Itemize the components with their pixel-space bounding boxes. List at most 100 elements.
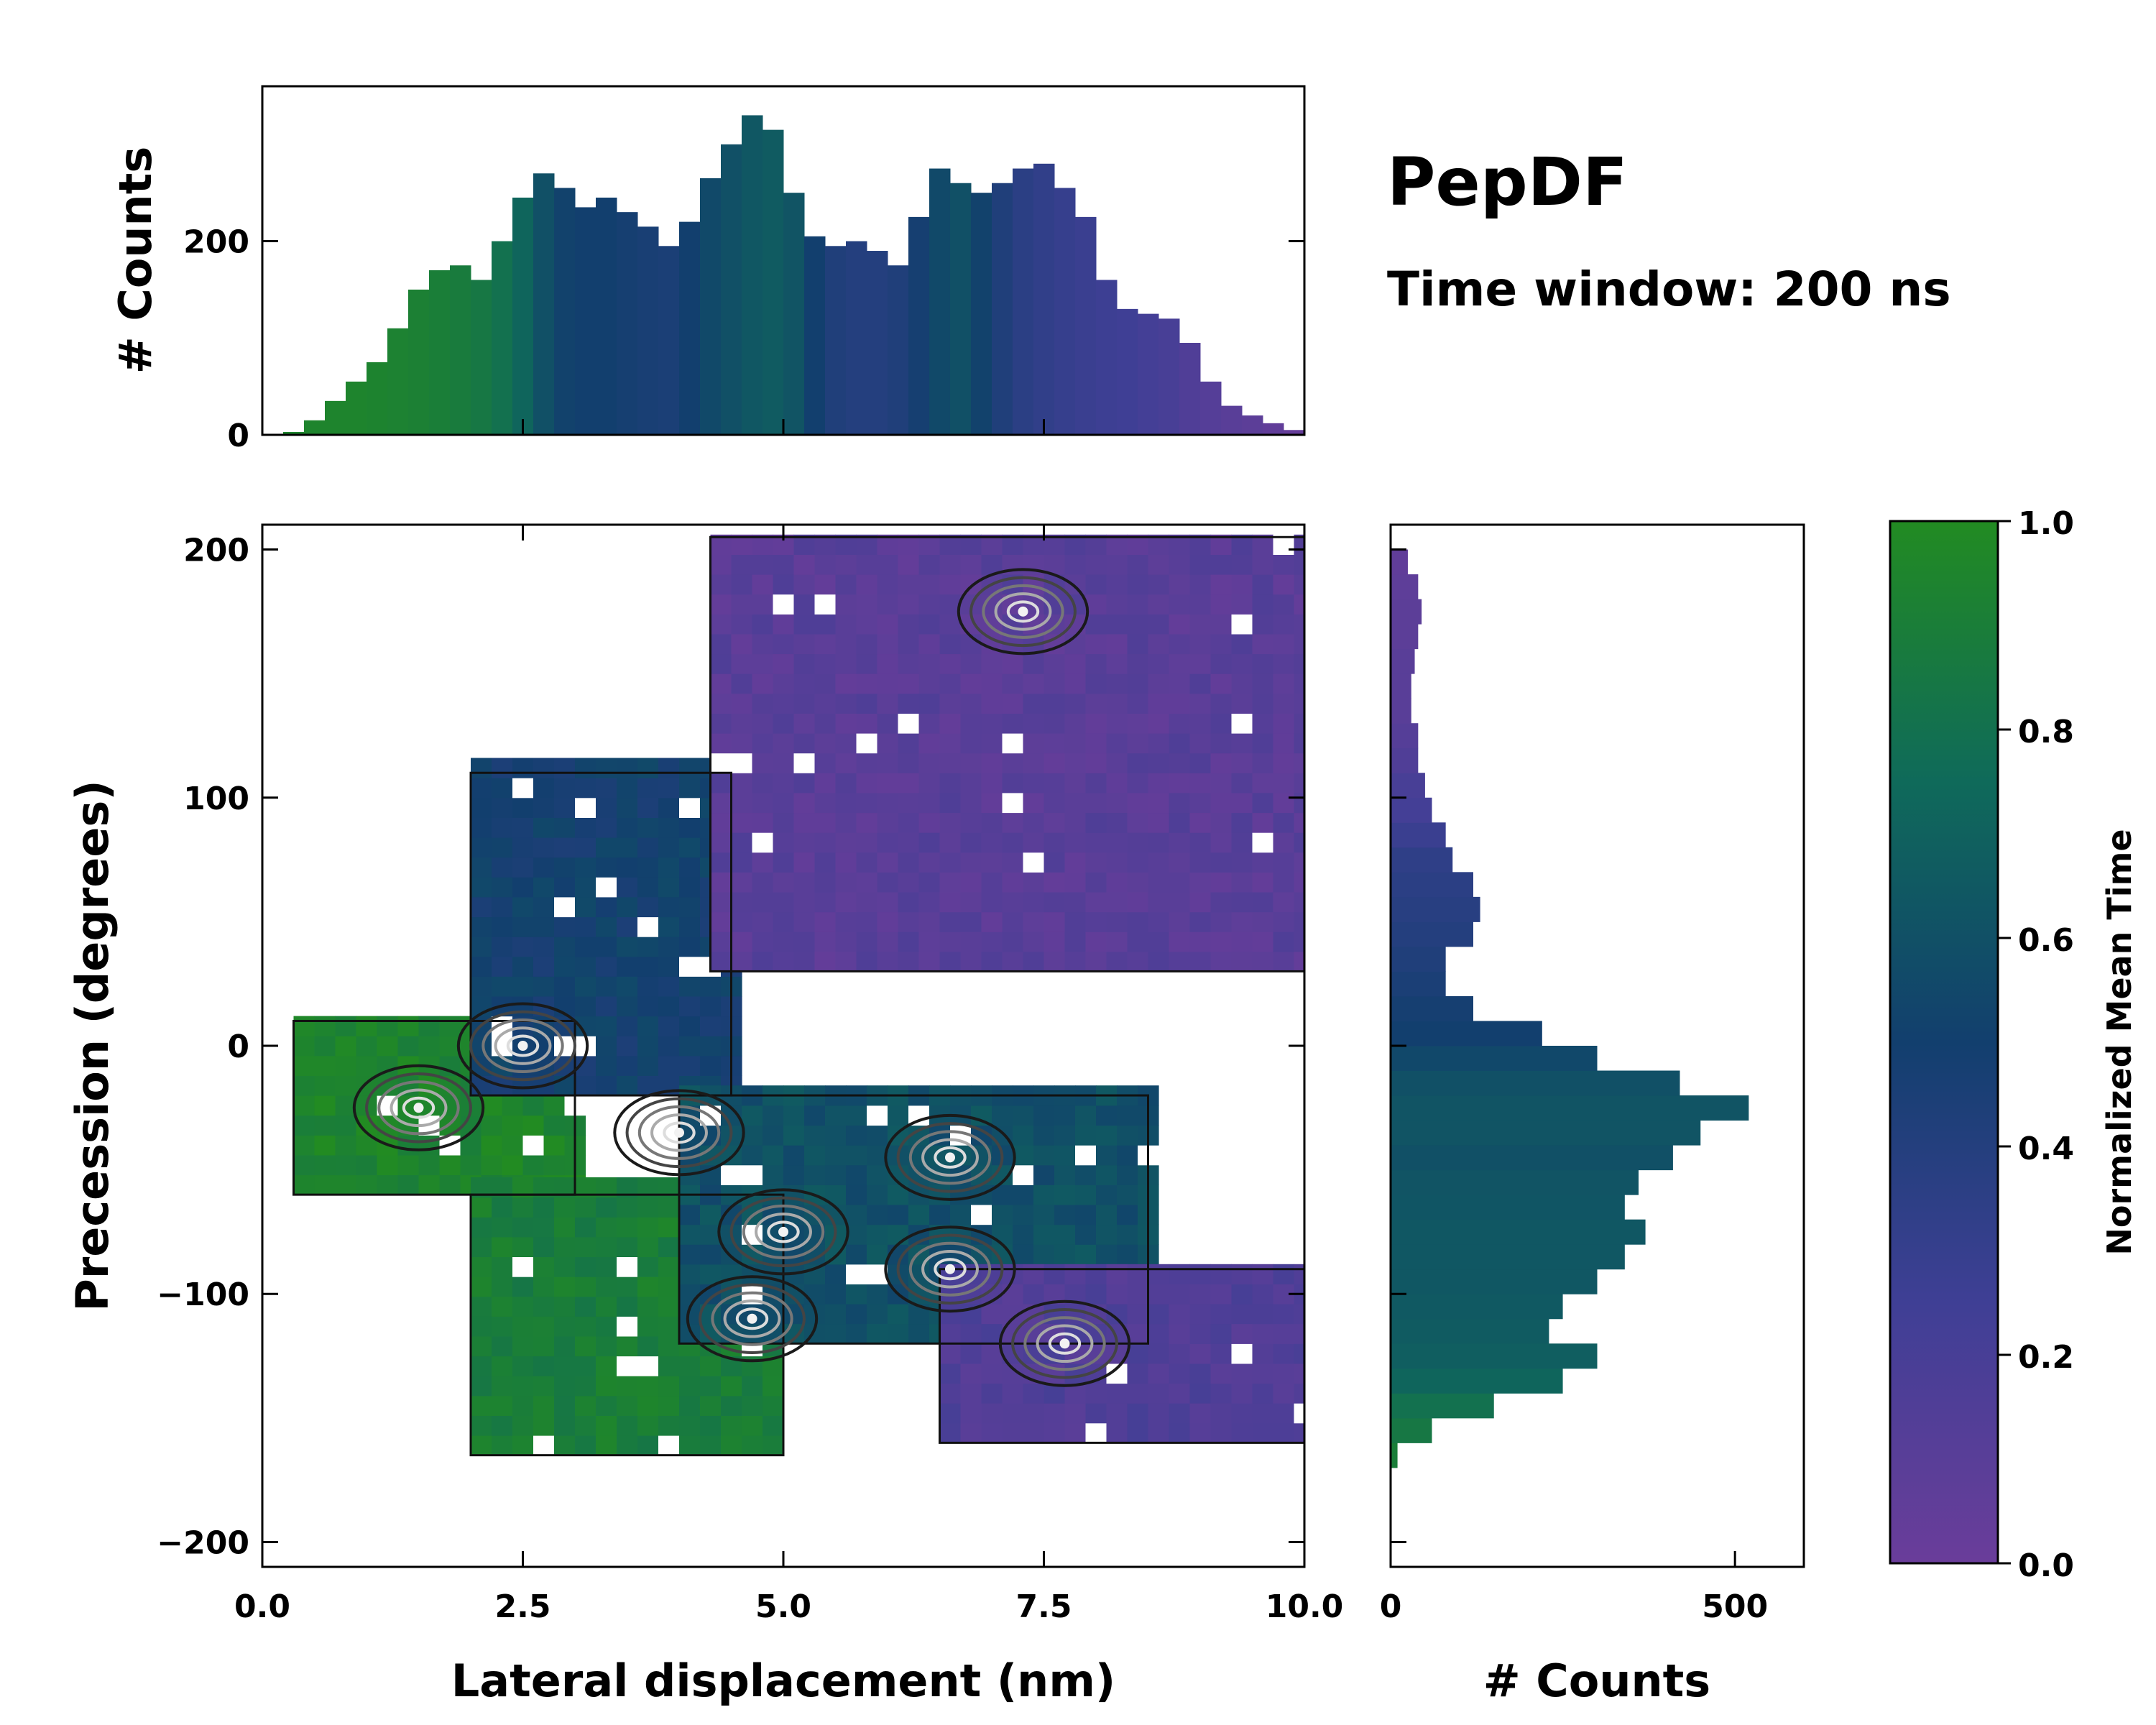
heatmap-cell <box>522 1135 545 1156</box>
heatmap-cell <box>1117 1125 1138 1146</box>
heatmap-cell <box>731 554 753 575</box>
heatmap-cell <box>617 996 638 1017</box>
heatmap-cell <box>596 1316 617 1337</box>
heatmap-cell <box>814 951 837 972</box>
heatmap-cell <box>1294 1363 1304 1384</box>
heatmap-cell <box>1210 614 1233 635</box>
colorbar-tick-label: 0.0 <box>2018 1547 2074 1584</box>
heatmap-cell <box>1002 1383 1024 1404</box>
heatmap-cell <box>1294 653 1304 674</box>
x-tick-label: 2.5 <box>495 1588 551 1625</box>
heatmap-cell <box>773 733 795 754</box>
heatmap-cell <box>533 877 555 898</box>
heatmap-cell <box>856 852 878 873</box>
heatmap-cell <box>856 653 878 674</box>
heatmap-cell <box>471 1276 492 1297</box>
heatmap-cell <box>533 1055 555 1076</box>
heatmap-cell <box>1127 753 1149 773</box>
joint-heatmap-ticks: 0.0 2.5 5.0 7.5 10.0 −200 −100 0 100 200 <box>157 525 1343 1625</box>
heatmap-cell <box>1189 1323 1212 1344</box>
heatmap-cell <box>1044 832 1066 853</box>
heatmap-cell <box>867 1284 888 1305</box>
heatmap-cell <box>1106 911 1128 932</box>
density-contours <box>352 568 1131 1387</box>
heatmap-cell <box>898 792 920 814</box>
heatmap-cell <box>918 951 941 972</box>
heatmap-cell <box>1169 792 1191 814</box>
heatmap-cell <box>471 1256 492 1277</box>
heatmap-cell <box>471 1415 492 1436</box>
heatmap-cell <box>1127 1422 1149 1443</box>
heatmap-cell <box>1013 1244 1034 1265</box>
heatmap-cell <box>1085 633 1107 655</box>
heatmap-cell <box>1085 932 1107 952</box>
heatmap-cell <box>1273 1422 1295 1443</box>
heatmap-cell <box>460 1154 482 1176</box>
top-histogram-bar <box>596 197 617 435</box>
heatmap-cell <box>1127 713 1149 734</box>
heatmap-cell <box>1231 574 1253 595</box>
heatmap-cell <box>793 832 816 853</box>
heatmap-cell <box>939 753 962 773</box>
heatmap-cell <box>471 877 492 898</box>
region-outline <box>939 1268 1304 1444</box>
heatmap-cell <box>918 872 941 893</box>
heatmap-cell <box>710 951 732 972</box>
heatmap-cell <box>554 896 576 918</box>
heatmap-cell <box>773 951 795 972</box>
heatmap-cell <box>575 996 596 1017</box>
heatmap-cell <box>960 773 982 794</box>
heatmap-cell <box>877 633 899 655</box>
heatmap-cell <box>731 773 753 794</box>
heatmap-cell <box>1294 932 1304 952</box>
heatmap-cell <box>1127 1323 1149 1344</box>
heatmap-cell <box>939 951 962 972</box>
heatmap-cell <box>877 733 899 754</box>
heatmap-cell <box>1085 911 1107 932</box>
heatmap-cell <box>293 1055 315 1076</box>
heatmap-cell <box>1002 892 1024 913</box>
heatmap-cell <box>1294 773 1304 794</box>
top-histogram-bar <box>429 270 451 435</box>
right-histogram-bar <box>1391 574 1419 600</box>
contour-line <box>921 1249 979 1289</box>
heatmap-cell <box>1106 1383 1128 1404</box>
right-histogram-bar <box>1391 1046 1598 1072</box>
heatmap-cell <box>1169 1383 1191 1404</box>
heatmap-cell <box>835 872 857 893</box>
heatmap-cell <box>679 1284 701 1305</box>
heatmap-cell <box>835 812 857 833</box>
heatmap-cell <box>1231 792 1253 814</box>
heatmap-cell <box>835 673 857 694</box>
heatmap-cell <box>543 1115 566 1136</box>
heatmap-cell <box>1064 832 1087 853</box>
heatmap-cell <box>814 892 837 913</box>
heatmap-cell <box>533 916 555 937</box>
heatmap-cell <box>1127 693 1149 714</box>
right-histogram-bar <box>1391 1145 1673 1171</box>
heatmap-cell <box>1044 792 1066 814</box>
heatmap-cell <box>835 852 857 873</box>
heatmap-cell <box>773 713 795 734</box>
heatmap-cell <box>1044 733 1066 754</box>
heatmap-cell <box>658 1217 680 1238</box>
heatmap-cell <box>554 817 576 838</box>
heatmap-cell <box>1252 614 1274 635</box>
heatmap-cell <box>1075 1205 1097 1225</box>
heatmap-cell <box>471 857 492 878</box>
contour-line <box>1023 1316 1106 1371</box>
heatmap-cell <box>575 797 596 818</box>
heatmap-cell <box>898 911 920 932</box>
heatmap-cell <box>1189 872 1212 893</box>
heatmap-cell <box>617 1036 638 1057</box>
heatmap-cell <box>939 614 962 635</box>
heatmap-cell <box>1252 852 1274 873</box>
heatmap-cell <box>293 1095 315 1116</box>
heatmap-cell <box>1252 1284 1274 1305</box>
contour-line <box>908 1241 992 1297</box>
heatmap-cell <box>1273 1304 1295 1325</box>
heatmap-cell <box>877 792 899 814</box>
right-histogram-bar <box>1391 1417 1432 1443</box>
heatmap-cell <box>554 1276 576 1297</box>
heatmap-cell <box>471 976 492 997</box>
